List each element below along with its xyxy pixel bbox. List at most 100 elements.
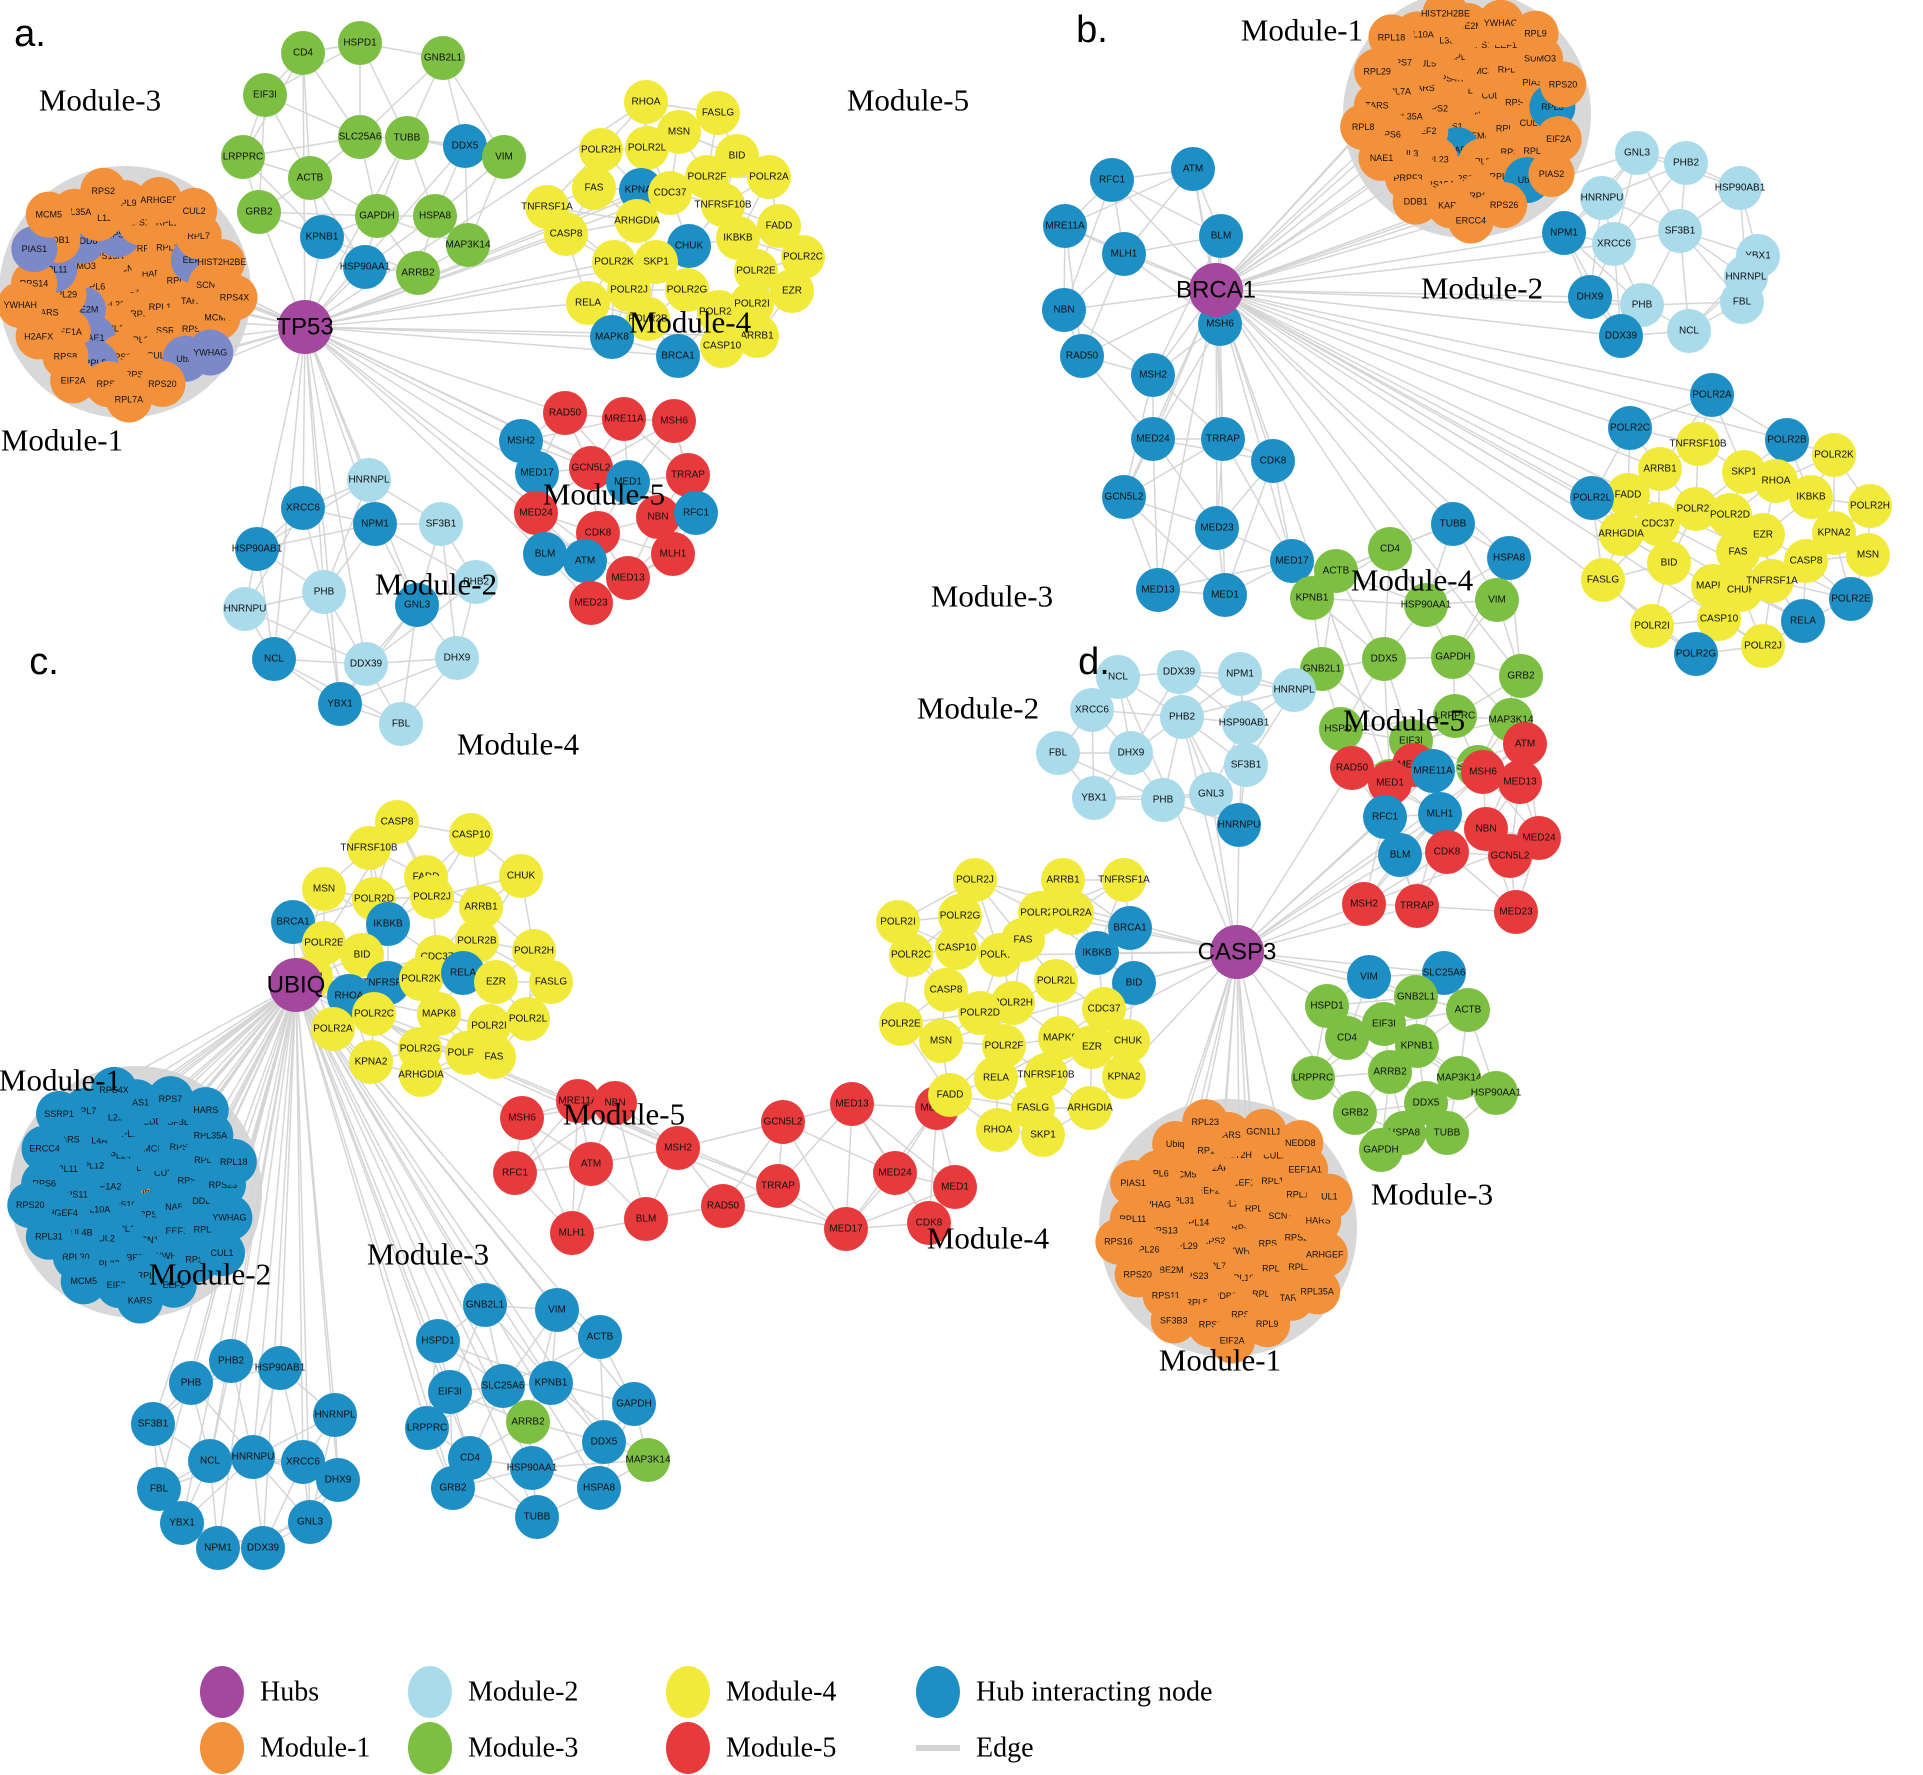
node-FBL: FBL (1036, 731, 1080, 775)
node-ATM: ATM (563, 539, 607, 583)
node-label: FBL (1049, 748, 1068, 759)
node-label: MRE11A (1413, 766, 1453, 777)
node-YWHAH: YWHAH (0, 282, 44, 329)
edge-hub (1215, 289, 1713, 396)
panel-letter: a. (14, 13, 46, 55)
node-label: HSPD1 (1324, 724, 1358, 735)
hub-node-CASP3: CASP3 (1198, 925, 1276, 979)
node-DHX9: DHX9 (1568, 275, 1612, 319)
node-label: BID (1661, 558, 1678, 569)
node-RAD50: RAD50 (543, 391, 587, 435)
node-label: XRCC6 (286, 1457, 320, 1468)
node-RELA: RELA (974, 1056, 1018, 1100)
node-label: CDK8 (585, 528, 612, 539)
node-label: SUMO3 (64, 261, 96, 271)
node-EIF3I: EIF3I (428, 1370, 472, 1414)
node-label: YBX1 (327, 699, 353, 710)
edge-hub (256, 326, 306, 550)
node-POLR2J: POLR2J (1741, 624, 1785, 668)
node-label: POLR2L (628, 143, 667, 154)
node-VIM: VIM (482, 135, 526, 179)
node-label: VIM (1488, 595, 1506, 606)
node-label: PHB (181, 1378, 202, 1389)
node-HNRNPL: HNRNPL (1272, 668, 1316, 712)
node-GNB2L1: GNB2L1 (421, 36, 465, 80)
edge-hub (169, 984, 297, 1100)
edge (244, 608, 367, 665)
edge-hub (295, 984, 304, 1463)
legend-item-hub-interacting-node: Hub interacting node (916, 1666, 1212, 1718)
node-label: KPNA2 (355, 1057, 388, 1068)
legend-color-swatch (200, 1666, 244, 1718)
node-POLR2C: POLR2C (889, 933, 933, 977)
node-label: FAS (485, 1052, 504, 1063)
node-POLR2L: POLR2L (1570, 476, 1614, 520)
edge-hub (974, 879, 1238, 953)
node-label: XRCC6 (1597, 239, 1631, 250)
node-EIF2A: EIF2A (1535, 116, 1582, 163)
node-label: RPL21 (156, 242, 184, 252)
node-label: POLR2B (628, 314, 668, 325)
node-GAPDH: GAPDH (355, 194, 399, 238)
node-EZR: EZR (770, 269, 814, 313)
node-label: CUL1 (211, 1248, 234, 1258)
node-ACTB: ACTB (578, 1315, 622, 1359)
panel-letter: c. (29, 641, 59, 683)
node-PHB: PHB (1141, 778, 1185, 822)
node-label: CASP10 (452, 830, 491, 841)
node-label: EEF1A (53, 327, 82, 337)
node-label: CUL5 (154, 1168, 177, 1178)
node-CD4: CD4 (1325, 1016, 1369, 1060)
node-label: MED1 (614, 477, 642, 488)
node-label: Ubiq (176, 354, 195, 364)
node-label: LRPPRC (407, 1423, 448, 1434)
node-label: CD4 (1337, 1033, 1357, 1044)
node-label: FAS (1014, 935, 1033, 946)
node-label: RPL26 (1132, 1245, 1160, 1255)
node-label: HNRNPL (314, 1410, 356, 1421)
node-label: POLR2C (783, 252, 823, 263)
node-label: RPL23 (98, 300, 126, 310)
node-FBL: FBL (379, 702, 423, 746)
node-label: ARHGDIA (398, 1070, 444, 1081)
node-label: RPS16 (1104, 1237, 1133, 1247)
node-label: EIF2A (1546, 134, 1571, 144)
node-label: SLC25A6 (1423, 968, 1466, 979)
node-label: MCM5 (1170, 1169, 1197, 1179)
node-label: POLR2A (1052, 908, 1092, 919)
node-label: POLR2H (581, 145, 621, 156)
node-label: MSH2 (507, 436, 535, 447)
node-MED24: MED24 (514, 491, 558, 535)
node-label: HSP90AB1 (1219, 718, 1270, 729)
node-DDX39: DDX39 (344, 642, 388, 686)
legend-color-swatch (666, 1666, 710, 1718)
node-label: EIF3I (438, 1387, 462, 1398)
node-GAPDH: GAPDH (612, 1382, 656, 1426)
node-label: CDC37 (1088, 1004, 1121, 1015)
edge-hub (304, 326, 367, 665)
node-MED13: MED13 (830, 1082, 874, 1126)
node-ARRB2: ARRB2 (506, 1400, 550, 1444)
node-label: RPS20 (16, 1200, 45, 1210)
node-label: HSPD1 (1310, 1001, 1344, 1012)
node-NCL: NCL (1667, 309, 1711, 353)
node-MRE11A: MRE11A (602, 397, 646, 441)
legend-item-hubs: Hubs (200, 1666, 319, 1718)
node-label: RPS16 (108, 352, 137, 362)
node-label: DDB1 (46, 235, 70, 245)
node-label: RPL5 (84, 358, 107, 368)
node-RPL9: RPL9 (1512, 10, 1559, 57)
node-label: POLR2C (1610, 423, 1650, 434)
node-RPL8: RPL8 (1340, 103, 1387, 150)
node-FADD: FADD (757, 204, 801, 248)
node-label: CUL2 (92, 1233, 115, 1243)
node-label: DDX39 (350, 659, 383, 670)
node-label: CUL2 (183, 206, 206, 216)
node-label: YWHAH (1229, 1246, 1263, 1256)
node-label: CDK8 (1260, 456, 1287, 467)
node-label: TNFRSF10B (694, 200, 752, 211)
module-label: Module-3 (367, 1237, 489, 1272)
node-label: EEF1A2 (1232, 1178, 1266, 1188)
node-ERCC4: ERCC4 (21, 1125, 68, 1172)
node-label: POLR2D (960, 1008, 1000, 1019)
